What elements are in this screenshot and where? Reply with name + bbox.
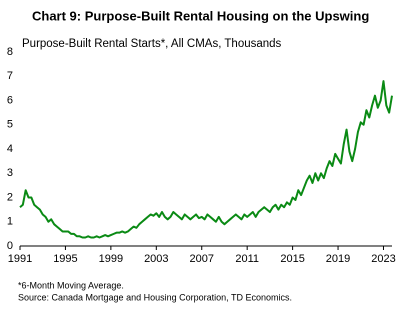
footnote: *6-Month Moving Average. [18,280,124,290]
x-tick-label: 2023 [371,253,395,265]
x-tick-label: 2011 [235,253,259,265]
x-tick-label: 1995 [53,253,77,265]
x-tick-label: 1991 [8,253,32,265]
chart-subtitle: Purpose-Built Rental Starts*, All CMAs, … [22,38,282,50]
y-tick-label: 1 [7,216,13,228]
chart-title: Chart 9: Purpose-Built Rental Housing on… [32,8,369,23]
x-tick-label: 2007 [189,253,213,265]
y-tick-label: 6 [7,94,13,106]
x-tick-label: 1999 [99,253,123,265]
x-tick-label: 2003 [144,253,168,265]
y-tick-label: 7 [7,70,13,82]
y-tick-label: 4 [7,143,13,155]
y-tick-label: 8 [7,46,13,58]
source-note: Source: Canada Mortgage and Housing Corp… [18,292,292,302]
x-tick-label: 2015 [280,253,304,265]
data-line [19,80,393,239]
x-tick-label: 2019 [326,253,350,265]
y-tick-label: 3 [7,167,13,179]
y-tick-label: 5 [7,119,13,131]
y-tick-label: 0 [7,240,13,252]
y-tick-label: 2 [7,191,13,203]
